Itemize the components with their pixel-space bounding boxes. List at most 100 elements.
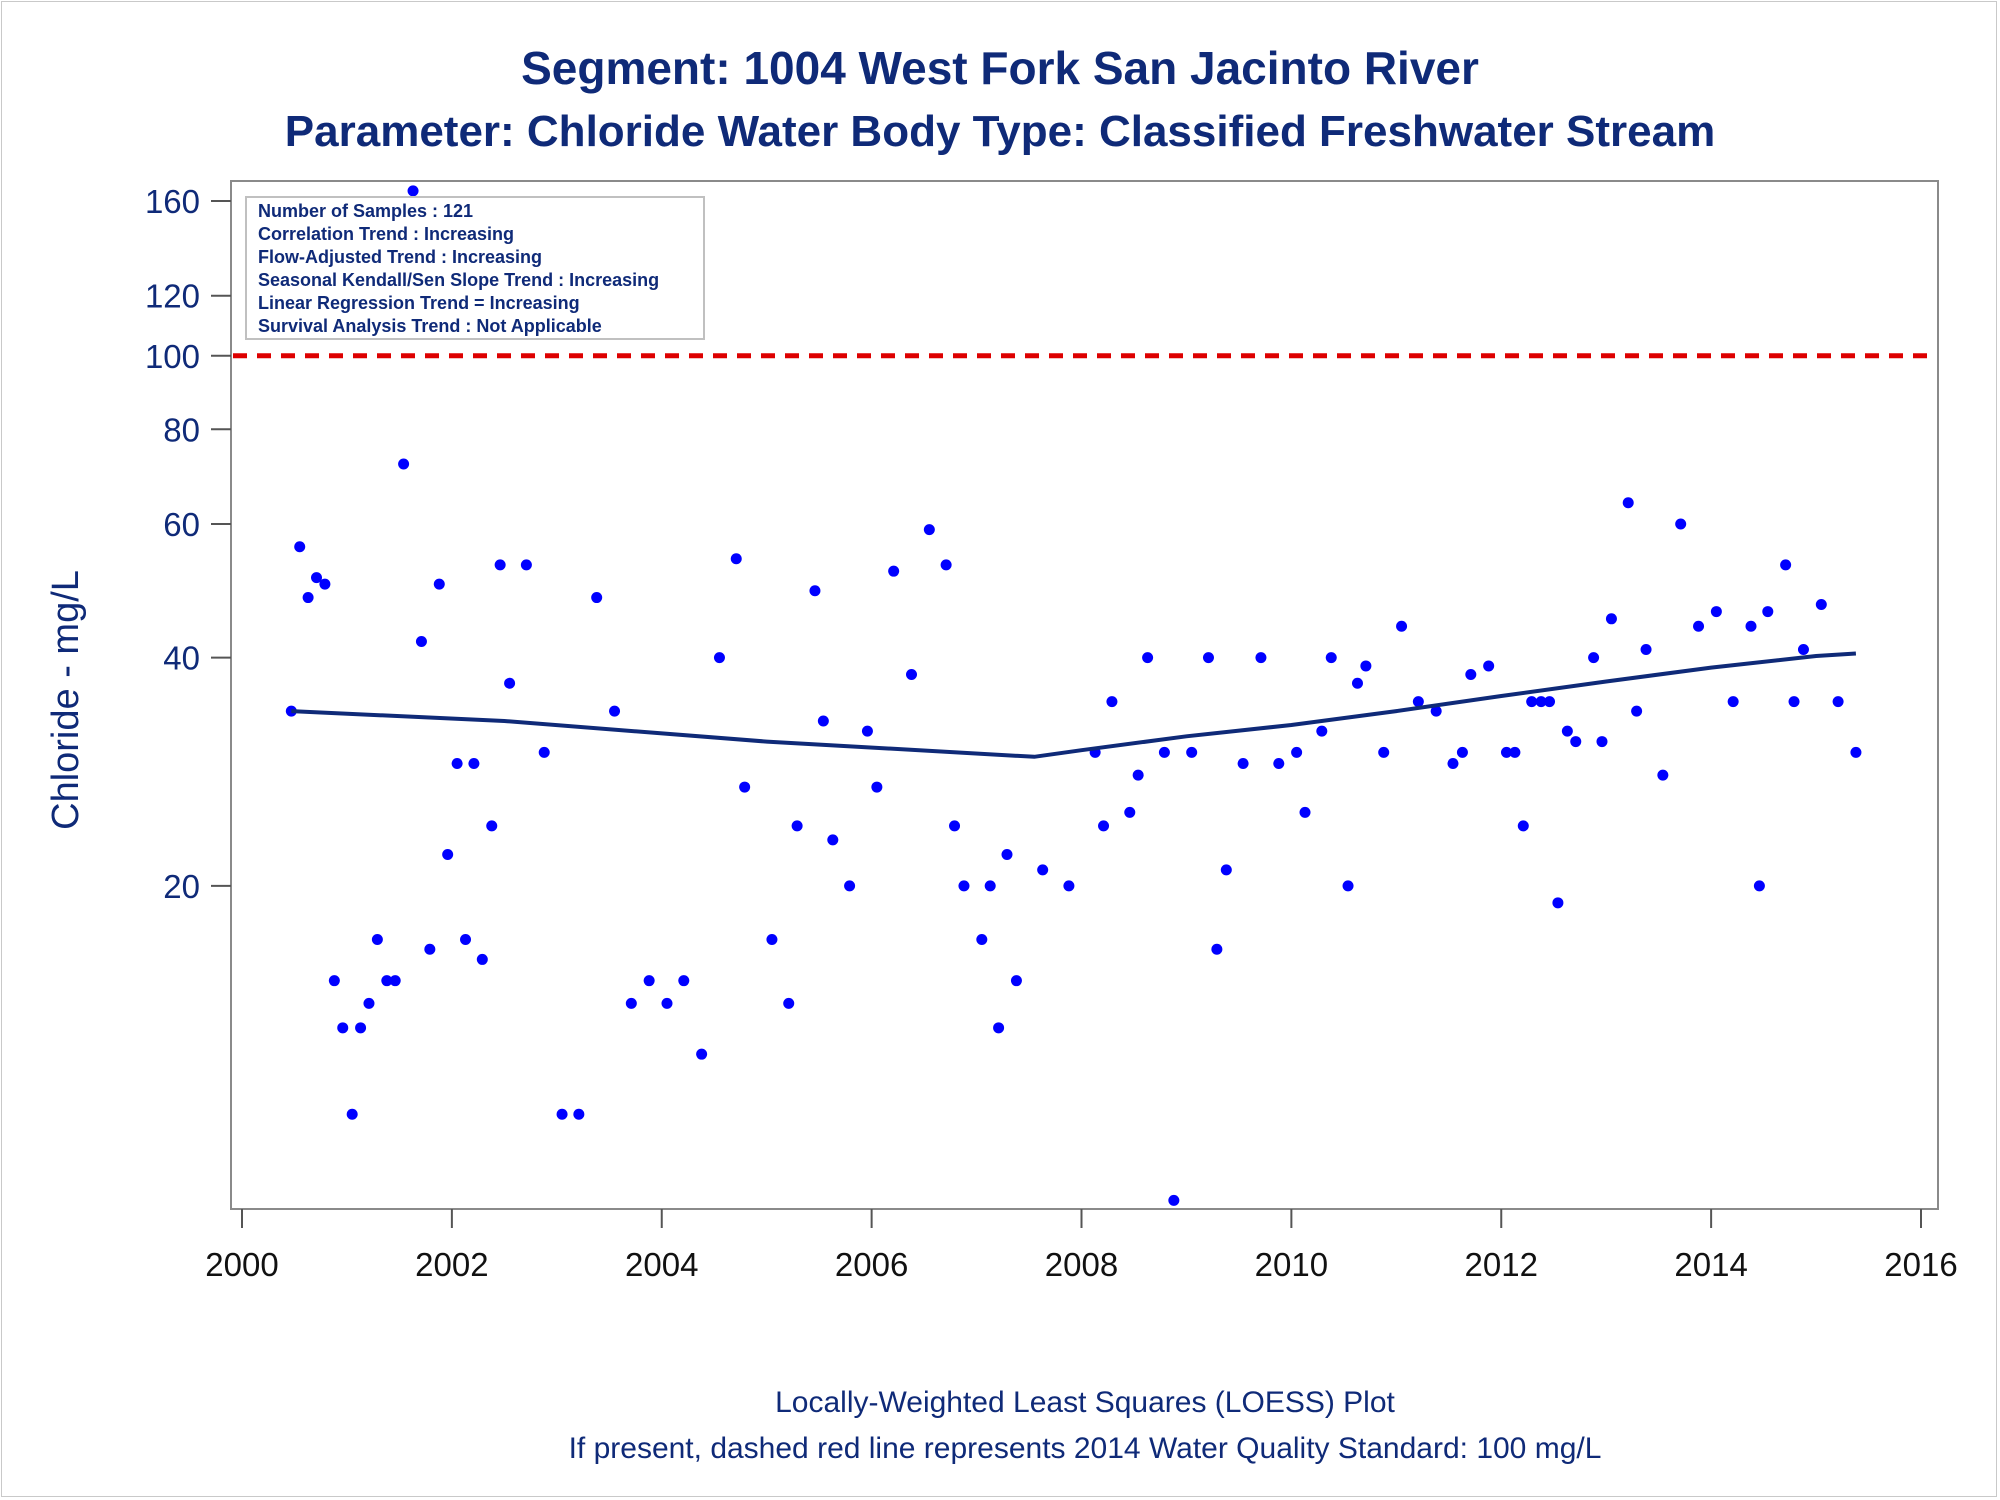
- data-point: [1211, 943, 1223, 955]
- data-point: [1797, 643, 1809, 655]
- data-point: [1158, 746, 1170, 758]
- data-point: [739, 781, 751, 793]
- data-point: [958, 880, 970, 892]
- data-point: [1815, 598, 1827, 610]
- data-point: [1220, 864, 1232, 876]
- data-point: [468, 758, 480, 770]
- data-point: [460, 933, 472, 945]
- y-axis-label: Chloride - mg/L: [45, 570, 87, 830]
- data-point: [625, 997, 637, 1009]
- data-point: [1098, 820, 1110, 832]
- data-point: [1517, 820, 1529, 832]
- statistics-box-frame: [245, 196, 705, 340]
- data-point: [1780, 559, 1792, 571]
- data-point: [1788, 696, 1800, 708]
- data-point: [783, 997, 795, 1009]
- statistics-line: Seasonal Kendall/Sen Slope Trend : Incre…: [258, 270, 659, 290]
- data-point: [1124, 806, 1136, 818]
- data-point: [1657, 769, 1669, 781]
- data-point: [442, 849, 454, 861]
- data-point: [1850, 746, 1862, 758]
- data-point: [1360, 660, 1372, 672]
- data-point: [486, 820, 498, 832]
- data-point: [1693, 620, 1705, 632]
- footnote-standard: If present, dashed red line represents 2…: [569, 1432, 1602, 1465]
- data-point: [1596, 736, 1608, 748]
- data-point: [661, 997, 673, 1009]
- data-point: [494, 559, 506, 571]
- data-point: [1001, 849, 1013, 861]
- data-point: [363, 997, 375, 1009]
- x-axis: 2000 2002 2004 2006 2008 2010 2012 2014 2016: [205, 1209, 1958, 1283]
- x-tick-label: 2000: [205, 1246, 278, 1283]
- x-tick-label: 2012: [1465, 1246, 1538, 1283]
- data-point: [1745, 620, 1757, 632]
- plot-frame: [230, 180, 1939, 1210]
- y-tick-label: 40: [163, 640, 200, 677]
- data-point: [730, 553, 742, 565]
- statistics-legend-box: Number of Samples : 121 Correlation Trend…: [245, 196, 705, 340]
- data-point: [817, 715, 829, 727]
- data-point: [1675, 518, 1687, 530]
- data-point: [398, 458, 410, 470]
- statistics-line: Number of Samples : 121: [258, 201, 473, 221]
- data-point: [424, 943, 436, 955]
- data-point: [1447, 758, 1459, 770]
- data-point: [319, 578, 331, 590]
- data-point: [371, 933, 383, 945]
- data-point: [1622, 497, 1634, 509]
- data-point: [381, 975, 393, 987]
- data-point: [1430, 705, 1442, 717]
- data-point: [1640, 643, 1652, 655]
- data-point: [1325, 652, 1337, 664]
- data-point: [949, 820, 961, 832]
- data-point: [1010, 975, 1022, 987]
- statistics-lines: Number of Samples : 121 Correlation Trend…: [258, 201, 659, 336]
- data-point: [389, 975, 401, 987]
- data-point: [328, 975, 340, 987]
- data-point: [861, 725, 873, 737]
- data-point: [696, 1048, 708, 1060]
- data-point: [355, 1022, 367, 1034]
- data-point: [1483, 660, 1495, 672]
- y-tick-label: 60: [163, 506, 200, 543]
- data-point: [1202, 652, 1214, 664]
- footnote-loess: Locally-Weighted Least Squares (LOESS) P…: [775, 1386, 1395, 1419]
- data-point: [520, 559, 532, 571]
- statistics-line: Correlation Trend : Increasing: [258, 224, 514, 244]
- data-point: [573, 1108, 585, 1120]
- data-point: [1378, 746, 1390, 758]
- data-point: [1063, 880, 1075, 892]
- data-point: [1710, 606, 1722, 618]
- data-point: [1273, 758, 1285, 770]
- data-point: [476, 953, 488, 965]
- data-point: [415, 636, 427, 648]
- statistics-line: Linear Regression Trend = Increasing: [258, 293, 580, 313]
- data-point: [451, 758, 463, 770]
- data-point: [984, 880, 996, 892]
- data-point: [1237, 758, 1249, 770]
- data-point: [1570, 736, 1582, 748]
- data-point: [556, 1108, 568, 1120]
- data-point: [346, 1108, 358, 1120]
- data-point: [993, 1022, 1005, 1034]
- data-point: [294, 541, 306, 553]
- data-point: [591, 592, 603, 604]
- chart-subtitle: Parameter: Chloride Water Body Type: Cla…: [285, 107, 1715, 156]
- data-point: [1588, 652, 1600, 664]
- x-tick-label: 2002: [415, 1246, 488, 1283]
- chart-title: Segment: 1004 West Fork San Jacinto Rive…: [521, 42, 1479, 94]
- data-point: [1561, 725, 1573, 737]
- data-point: [1037, 864, 1049, 876]
- data-point: [1396, 620, 1408, 632]
- data-point: [1500, 746, 1512, 758]
- data-point: [1762, 606, 1774, 618]
- data-point: [1142, 652, 1154, 664]
- x-tick-label: 2016: [1884, 1246, 1957, 1283]
- data-point: [923, 524, 935, 536]
- data-point: [538, 746, 550, 758]
- data-point: [844, 880, 856, 892]
- x-tick-label: 2014: [1674, 1246, 1747, 1283]
- data-point: [1351, 677, 1363, 689]
- data-point: [1186, 746, 1198, 758]
